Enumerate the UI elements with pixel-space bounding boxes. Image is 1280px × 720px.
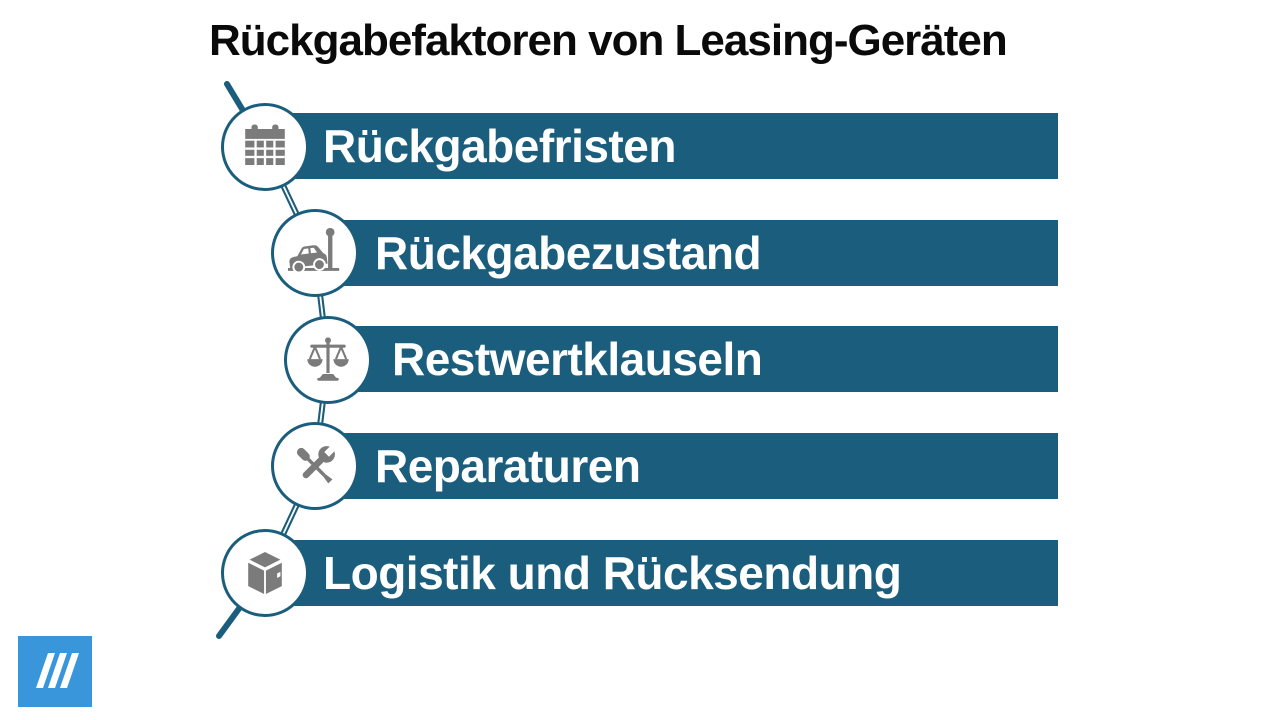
list-item-restwertklauseln: Restwertklauseln — [328, 326, 1058, 392]
icon-circle — [271, 209, 359, 297]
package-icon — [248, 552, 282, 594]
list-item-label: Rückgabezustand — [375, 227, 762, 279]
three-slashes-logo — [18, 636, 92, 707]
list-item-label: Reparaturen — [375, 440, 641, 492]
calendar-icon — [245, 124, 285, 165]
tools-icon — [296, 444, 337, 484]
page-title: Rückgabefaktoren von Leasing-Geräten — [209, 16, 1008, 65]
list-item-label: Restwertklauseln — [392, 333, 763, 385]
list-item-label: Rückgabefristen — [323, 120, 676, 172]
list-item-reparaturen: Reparaturen — [315, 433, 1058, 499]
icon-circle — [221, 103, 309, 191]
scales-icon — [307, 337, 349, 381]
slashes-icon — [36, 653, 79, 688]
icon-circle — [271, 422, 359, 510]
list-item-ruckgabezustand: Rückgabezustand — [315, 220, 1058, 286]
car-crash-icon — [287, 227, 340, 274]
list-item-ruckgabefristen: Rückgabefristen — [265, 113, 1058, 179]
list-item-logistik: Logistik und Rücksendung — [265, 540, 1058, 606]
icon-circle — [284, 316, 372, 404]
list-item-label: Logistik und Rücksendung — [323, 547, 902, 599]
icon-circle — [221, 529, 309, 617]
